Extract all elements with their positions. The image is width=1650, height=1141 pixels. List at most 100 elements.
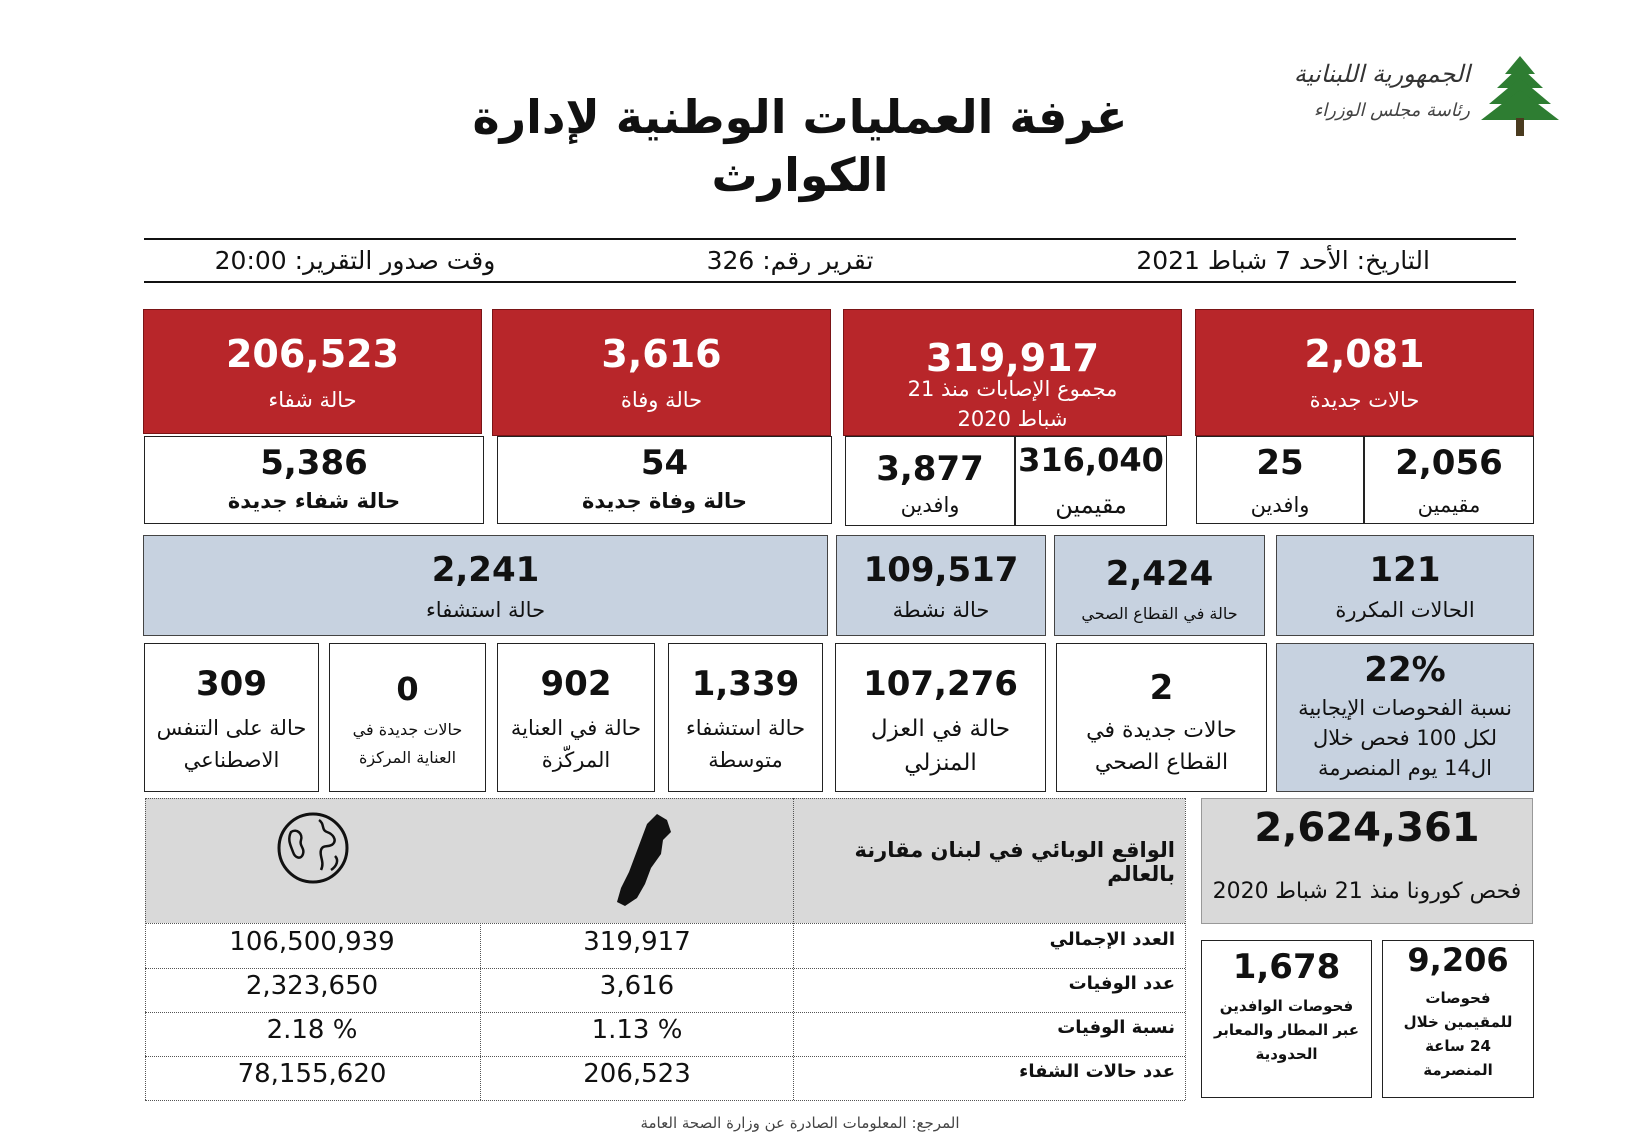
medium-label-line1: حالة استشفاء [685,716,806,740]
new-recovered-label: حالة شفاء جديدة [227,489,401,513]
expat-tests-card: 1,678 فحوصات الوافدين عبر المطار والمعاب… [1201,940,1372,1098]
recovered-label: حالة شفاء [268,388,357,412]
report-date: التاريخ: الأحد 7 شباط 2021 [1136,246,1430,275]
hospitalized-card: 2,241 حالة استشفاء [143,535,828,636]
page-title-line1: غرفة العمليات الوطنية لإدارة [472,90,1128,144]
repeated-card: 121 الحالات المكررة [1276,535,1534,636]
new-health-sector-label-line1: حالات جديدة في [1086,718,1237,743]
home-isolation-label-line1: حالة في العزل [870,716,1011,742]
comparison-table: الواقع الوبائي في لبنان مقارنة بالعالم ا… [145,798,1186,1104]
source-note: المرجع: المعلومات الصادرة عن وزارة الصحة… [640,1114,960,1132]
logo-text-line1: الجمهورية اللبنانية [1293,60,1470,88]
icu-value: 902 [540,664,612,704]
comparison-row-label: عدد الوفيات [1068,973,1175,994]
new-deaths-value: 54 [640,443,689,483]
repeated-value: 121 [1369,550,1441,590]
active-value: 109,517 [863,550,1019,590]
expat-tests-label-line3: الحدودية [1255,1045,1318,1063]
comparison-row-label: عدد حالات الشفاء [1019,1061,1175,1082]
resident-tests-label-line3: 24 ساعة [1425,1037,1491,1055]
lebanon-map-icon [617,814,671,906]
ventilator-card: 309 حالة على التنفس الاصطناعي [144,643,319,792]
icu-card: 902 حالة في العناية المركّزة [497,643,655,792]
ventilator-value: 309 [196,664,267,704]
new-residents-card: 2,056 مقيمين [1364,436,1534,524]
home-isolation-value: 107,276 [863,664,1018,704]
comparison-title: الواقع الوبائي في لبنان مقارنة بالعالم [854,838,1176,886]
new-expats-value: 25 [1256,443,1304,483]
recovered-value: 206,523 [225,332,400,376]
new-cases-card: 2,081 حالات جديدة [1195,309,1534,436]
total-tests-value: 2,624,361 [1254,805,1480,851]
positivity-card: 22% نسبة الفحوصات الإيجابية لكل 100 فحص … [1276,643,1534,792]
resident-tests-card: 9,206 فحوصات للمقيمين خلال 24 ساعة المنص… [1382,940,1534,1098]
info-bar-bottom-rule [144,281,1516,283]
total-tests-label: فحص كورونا منذ 21 شباط 2020 [1212,879,1522,904]
medium-value: 1,339 [691,664,800,704]
total-expats-card: 3,877 وافدين [845,436,1015,526]
new-deaths-card: 54 حالة وفاة جديدة [497,436,832,524]
comparison-world-value: 2.18 % [266,1015,358,1045]
new-icu-label-line2: العناية المركزة [358,748,457,767]
recovered-card: 206,523 حالة شفاء [143,309,482,434]
positivity-value: 22% [1364,650,1446,690]
positivity-label-line1: نسبة الفحوصات الإيجابية [1298,696,1512,720]
page-title-line2: الكوارث [711,148,889,202]
new-icu-card: 0 حالات جديدة في العناية المركزة [329,643,486,792]
ventilator-label-line2: الاصطناعي [183,748,280,772]
new-expats-card: 25 وافدين [1196,436,1364,524]
cedar-tree-icon [1481,56,1559,136]
total-cases-card: 319,917 مجموع الإصابات منذ 21 شباط 2020 [843,309,1182,436]
new-expats-label: وافدين [1250,493,1310,517]
medium-label-line2: متوسطة [708,748,783,772]
new-health-sector-card: 2 حالات جديدة في القطاع الصحي [1056,643,1267,792]
health-sector-value: 2,424 [1105,554,1214,594]
resident-tests-label-line4: المنصرمة [1423,1061,1493,1079]
active-card: 109,517 حالة نشطة [836,535,1046,636]
positivity-label-line2: لكل 100 فحص خلال [1312,726,1498,750]
expat-tests-value: 1,678 [1232,947,1341,987]
expat-tests-label-line1: فحوصات الوافدين [1219,997,1354,1015]
report-time: وقت صدور التقرير: 20:00 [214,246,496,275]
comparison-lebanon-value: 319,917 [583,927,691,957]
logo-text-line2: رئاسة مجلس الوزراء [1313,100,1470,121]
comparison-world-value: 106,500,939 [229,927,395,957]
active-label: حالة نشطة [892,598,990,622]
home-isolation-card: 107,276 حالة في العزل المنزلي [835,643,1046,792]
total-residents-value: 316,040 [1018,441,1164,479]
total-expats-label: وافدين [900,493,960,517]
new-recovered-value: 5,386 [260,443,368,483]
medium-card: 1,339 حالة استشفاء متوسطة [668,643,823,792]
expat-tests-label-line2: عبر المطار والمعابر [1213,1021,1360,1039]
hospitalized-label: حالة استشفاء [425,598,546,622]
comparison-row-label: نسبة الوفيات [1057,1017,1175,1038]
new-deaths-label: حالة وفاة جديدة [581,489,748,513]
info-bar-top-rule [144,238,1516,240]
resident-tests-value: 9,206 [1407,941,1509,979]
comparison-world-value: 2,323,650 [245,971,379,1001]
ventilator-label-line1: حالة على التنفس [156,716,307,740]
new-cases-label: حالات جديدة [1309,388,1420,412]
total-cases-label: مجموع الإصابات منذ 21 شباط 2020 [907,377,1118,431]
comparison-world-value: 78,155,620 [237,1059,387,1089]
total-cases-value: 319,917 [925,336,1100,380]
icu-label-line2: المركّزة [541,748,611,772]
report-number: تقرير رقم: 326 [706,246,874,275]
deaths-value: 3,616 [601,332,722,376]
icu-label-line1: حالة في العناية [510,716,642,740]
deaths-card: 3,616 حالة وفاة [492,309,831,436]
comparison-lebanon-value: 1.13 % [591,1015,683,1045]
new-recovered-card: 5,386 حالة شفاء جديدة [144,436,484,524]
resident-tests-label-line2: للمقيمين خلال [1403,1013,1513,1031]
comparison-lebanon-value: 3,616 [599,971,675,1001]
health-sector-card: 2,424 حالة في القطاع الصحي [1054,535,1265,636]
total-residents-card: 316,040 مقيمين [1015,436,1167,526]
new-health-sector-value: 2 [1149,668,1174,708]
new-cases-value: 2,081 [1304,332,1425,376]
new-residents-label: مقيمين [1417,493,1481,517]
new-health-sector-label-line2: القطاع الصحي [1094,750,1229,775]
positivity-label-line3: ال14 يوم المنصرمة [1318,756,1492,780]
total-tests-card: 2,624,361 فحص كورونا منذ 21 شباط 2020 [1201,798,1533,924]
globe-icon [277,812,349,884]
page-title: غرفة العمليات الوطنية لإدارة الكوارث [400,88,1200,204]
